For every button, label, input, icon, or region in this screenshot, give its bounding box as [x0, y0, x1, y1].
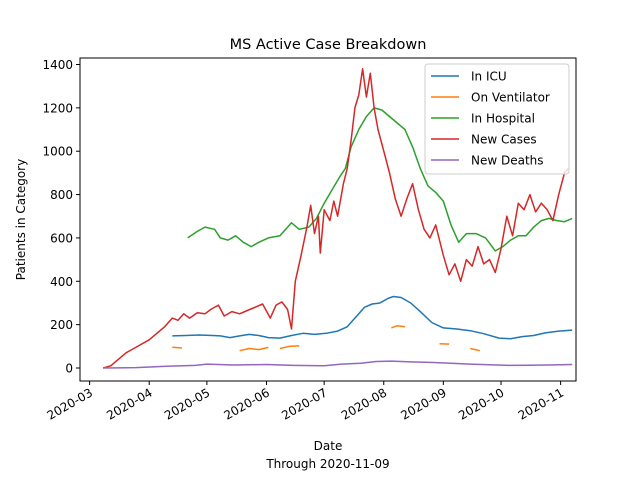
x-tick-label: 2020-09 [398, 385, 448, 422]
x-tick-label: 2020-10 [456, 385, 506, 422]
legend-label-new-deaths: New Deaths [471, 154, 544, 168]
x-tick-label: 2020-06 [222, 385, 272, 422]
series-line-in-hospital [187, 107, 573, 252]
series-line-new-cases [102, 68, 569, 369]
plot-frame [79, 57, 577, 382]
y-tick-label: 400 [50, 275, 73, 289]
legend-box [424, 63, 570, 175]
x-tick-label: 2020-07 [279, 385, 329, 422]
x-tick-label: 2020-11 [516, 385, 566, 422]
x-tick-label: 2020-05 [162, 385, 212, 422]
series-line-new-deaths [103, 360, 573, 369]
legend-label-in-hospital: In Hospital [471, 112, 535, 126]
legend: In ICU On Ventilator In Hospital New Cases N… [424, 63, 570, 175]
y-axis-label: Patients in Category [14, 159, 28, 280]
y-tick-label: 800 [50, 188, 73, 202]
x-axis: 2020-03 2020-04 2020-05 2020-06 2020-07 2020-… [45, 381, 566, 423]
x-axis-label: Date [314, 439, 343, 453]
x-tick-label: 2020-04 [104, 385, 154, 422]
y-tick-label: 1400 [42, 58, 73, 72]
legend-label-on-ventilator: On Ventilator [471, 91, 550, 105]
y-tick-label: 200 [50, 318, 73, 332]
y-tick-label: 0 [65, 361, 73, 375]
x-tick-label: 2020-08 [339, 385, 389, 422]
y-axis: 0 200 400 600 800 1000 1200 1400 [42, 58, 80, 375]
legend-label-in-icu: In ICU [471, 70, 507, 84]
y-tick-label: 600 [50, 231, 73, 245]
legend-label-new-cases: New Cases [471, 133, 537, 147]
x-axis-sublabel: Through 2020-11-09 [265, 457, 389, 471]
plot-series [102, 68, 573, 369]
x-tick-label: 2020-03 [45, 385, 95, 422]
chart-title: MS Active Case Breakdown [230, 37, 427, 53]
y-tick-label: 1200 [42, 101, 73, 115]
series-line-in-icu [172, 295, 573, 340]
y-tick-label: 1000 [42, 145, 73, 159]
